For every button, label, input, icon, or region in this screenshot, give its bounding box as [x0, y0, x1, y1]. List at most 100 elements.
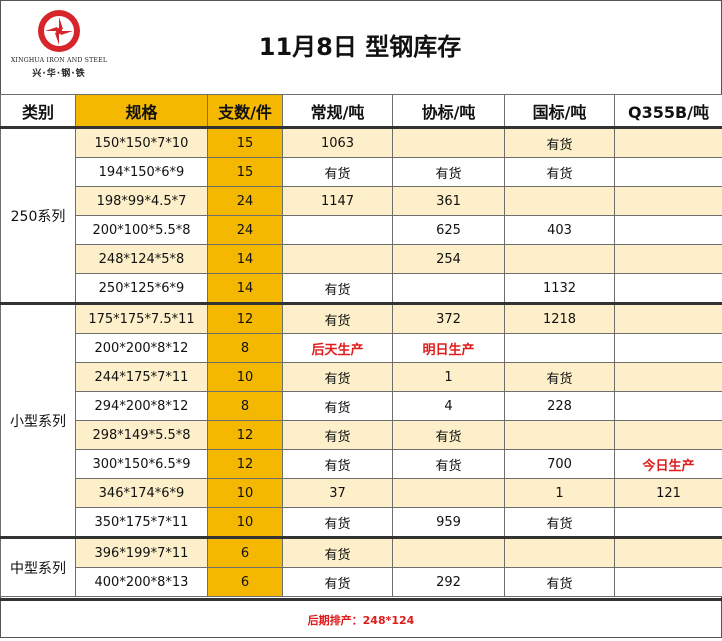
column-header: 规格 [76, 95, 208, 128]
association-cell: 有货 [393, 421, 505, 450]
category-cell: 中型系列 [1, 538, 76, 597]
national-cell [505, 421, 615, 450]
national-cell: 有货 [505, 128, 615, 158]
spec-cell: 300*150*6.5*9 [76, 450, 208, 479]
logo-chinese-name: 兴·华·钢·铁 [4, 66, 114, 79]
spec-cell: 194*150*6*9 [76, 158, 208, 187]
page-title: 11月8日 型钢库存 [120, 0, 600, 94]
count-cell: 15 [208, 158, 283, 187]
q355b-cell: 121 [615, 479, 722, 508]
national-cell: 有货 [505, 158, 615, 187]
regular-cell: 有货 [283, 274, 393, 304]
q355b-cell [615, 304, 722, 334]
association-cell [393, 479, 505, 508]
regular-cell: 有货 [283, 421, 393, 450]
logo-emblem-icon [36, 8, 82, 54]
count-cell: 12 [208, 450, 283, 479]
association-cell: 292 [393, 568, 505, 597]
regular-cell: 有货 [283, 363, 393, 392]
regular-cell: 后天生产 [283, 334, 393, 363]
category-cell: 小型系列 [1, 304, 76, 538]
regular-cell: 1147 [283, 187, 393, 216]
association-cell [393, 274, 505, 304]
regular-cell: 有货 [283, 158, 393, 187]
count-cell: 6 [208, 568, 283, 597]
association-cell: 254 [393, 245, 505, 274]
count-cell: 24 [208, 187, 283, 216]
national-cell: 1 [505, 479, 615, 508]
regular-cell: 有货 [283, 538, 393, 568]
spec-cell: 200*100*5.5*8 [76, 216, 208, 245]
column-header: Q355B/吨 [615, 95, 722, 128]
association-cell: 有货 [393, 158, 505, 187]
q355b-cell [615, 568, 722, 597]
q355b-cell [615, 538, 722, 568]
count-cell: 15 [208, 128, 283, 158]
national-cell [505, 187, 615, 216]
spec-cell: 248*124*5*8 [76, 245, 208, 274]
column-header: 常规/吨 [283, 95, 393, 128]
regular-cell: 有货 [283, 508, 393, 538]
regular-cell: 有货 [283, 304, 393, 334]
association-cell [393, 128, 505, 158]
regular-cell: 有货 [283, 450, 393, 479]
q355b-cell [615, 158, 722, 187]
spec-cell: 175*175*7.5*11 [76, 304, 208, 334]
q355b-cell [615, 187, 722, 216]
spec-cell: 250*125*6*9 [76, 274, 208, 304]
count-cell: 8 [208, 392, 283, 421]
association-cell: 625 [393, 216, 505, 245]
association-cell [393, 538, 505, 568]
count-cell: 24 [208, 216, 283, 245]
count-cell: 10 [208, 479, 283, 508]
national-cell: 403 [505, 216, 615, 245]
spec-cell: 294*200*8*12 [76, 392, 208, 421]
column-header: 类别 [1, 95, 76, 128]
spec-cell: 346*174*6*9 [76, 479, 208, 508]
q355b-cell [615, 392, 722, 421]
regular-cell [283, 216, 393, 245]
regular-cell: 有货 [283, 568, 393, 597]
national-cell: 700 [505, 450, 615, 479]
spec-cell: 150*150*7*10 [76, 128, 208, 158]
spec-cell: 244*175*7*11 [76, 363, 208, 392]
q355b-cell [615, 274, 722, 304]
count-cell: 12 [208, 304, 283, 334]
spec-cell: 298*149*5.5*8 [76, 421, 208, 450]
q355b-cell: 今日生产 [615, 450, 722, 479]
national-cell: 有货 [505, 363, 615, 392]
q355b-cell [615, 245, 722, 274]
national-cell: 1132 [505, 274, 615, 304]
regular-cell: 1063 [283, 128, 393, 158]
association-cell: 361 [393, 187, 505, 216]
q355b-cell [615, 216, 722, 245]
national-cell [505, 538, 615, 568]
regular-cell [283, 245, 393, 274]
association-cell: 4 [393, 392, 505, 421]
spec-cell: 350*175*7*11 [76, 508, 208, 538]
regular-cell: 37 [283, 479, 393, 508]
count-cell: 10 [208, 363, 283, 392]
national-cell [505, 334, 615, 363]
count-cell: 14 [208, 245, 283, 274]
national-cell [505, 245, 615, 274]
national-cell: 228 [505, 392, 615, 421]
column-header: 协标/吨 [393, 95, 505, 128]
association-cell: 明日生产 [393, 334, 505, 363]
